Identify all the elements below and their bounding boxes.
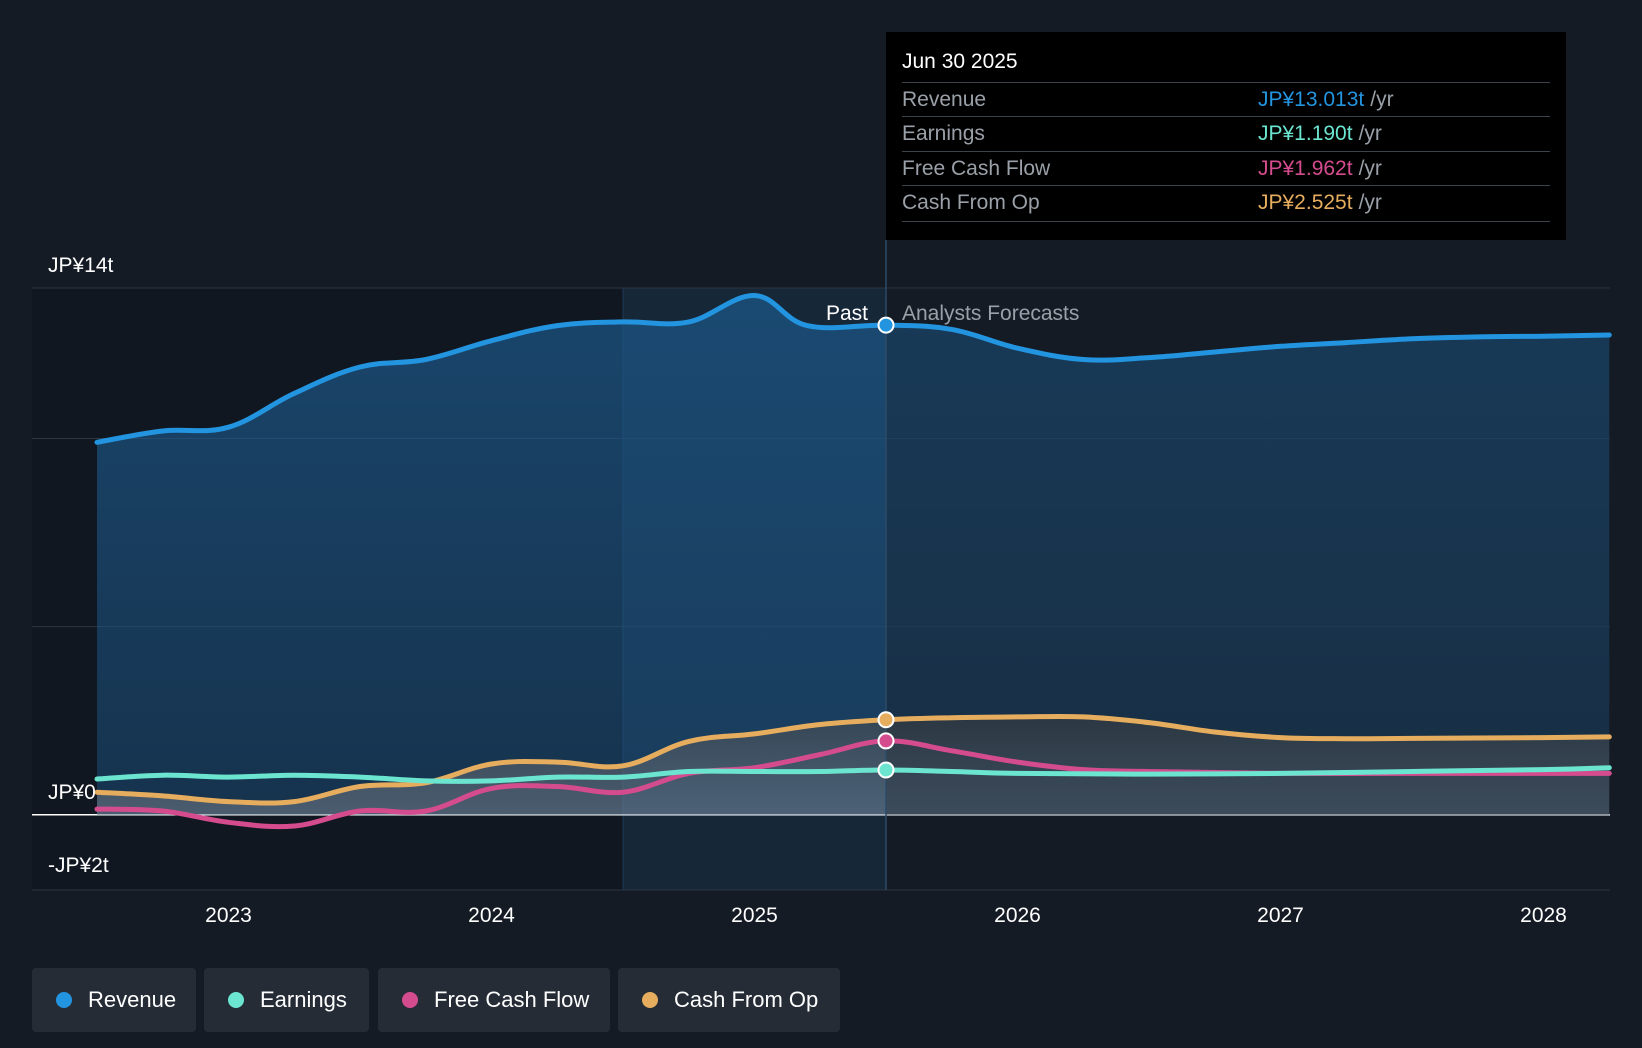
- past-label: Past: [826, 302, 868, 325]
- x-axis-tick-label: 2024: [468, 904, 515, 927]
- revenue-dot-icon: [56, 992, 72, 1008]
- earnings-dot-icon: [228, 992, 244, 1008]
- revenue-area: [97, 295, 1610, 815]
- forecast-label: Analysts Forecasts: [902, 302, 1079, 325]
- legend-label: Cash From Op: [674, 987, 819, 1012]
- legend-item-cash-from-op[interactable]: Cash From Op: [618, 968, 840, 1032]
- y-axis-label: JP¥0: [48, 781, 96, 804]
- x-axis-tick-label: 2028: [1520, 904, 1567, 927]
- tooltip-value: JP¥1.962t/yr: [1258, 157, 1382, 180]
- tooltip-row-revenue: Revenue JP¥13.013t/yr: [902, 82, 1550, 117]
- cash-from-op-line: [94, 713, 1612, 806]
- x-axis-tick-label: 2025: [731, 904, 778, 927]
- y-axis-label: -JP¥2t: [48, 854, 109, 877]
- tooltip-label: Revenue: [902, 88, 987, 111]
- x-axis-tick-label: 2027: [1257, 904, 1304, 927]
- tooltip-value: JP¥13.013t/yr: [1258, 88, 1394, 111]
- legend-label: Revenue: [88, 987, 177, 1012]
- tooltip-date: Jun 30 2025: [902, 50, 1018, 73]
- cash-from-op-area: [97, 716, 1610, 815]
- y-axis-label: JP¥14t: [48, 254, 114, 277]
- tooltip-label: Free Cash Flow: [902, 157, 1051, 180]
- legend-item-revenue[interactable]: Revenue: [32, 968, 196, 1032]
- legend-item-free-cash-flow[interactable]: Free Cash Flow: [378, 968, 610, 1032]
- tooltip-value: JP¥1.190t/yr: [1258, 122, 1382, 145]
- tooltip-label: Earnings: [902, 122, 985, 145]
- tooltip-value: JP¥2.525t/yr: [1258, 191, 1382, 214]
- legend-label: Earnings: [260, 987, 347, 1012]
- earnings-marker: [877, 761, 895, 779]
- x-axis-tick-label: 2026: [994, 904, 1041, 927]
- legend-item-earnings[interactable]: Earnings: [204, 968, 369, 1032]
- legend-label: Free Cash Flow: [434, 987, 590, 1012]
- free-cash-flow-dot-icon: [402, 992, 418, 1008]
- tooltip: Jun 30 2025 Revenue JP¥13.013t/yr Earnin…: [886, 32, 1566, 240]
- cash-from-op-dot-icon: [642, 992, 658, 1008]
- x-axis-tick-label: 2023: [205, 904, 252, 927]
- revenue-line: [94, 292, 1612, 445]
- revenue-marker: [877, 316, 895, 334]
- tooltip-row-cash-from-op: Cash From Op JP¥2.525t/yr: [902, 185, 1550, 220]
- tooltip-row-free-cash-flow: Free Cash Flow JP¥1.962t/yr: [902, 151, 1550, 186]
- earnings-line: [94, 765, 1612, 784]
- free-cash-flow-marker: [877, 732, 895, 750]
- forecast-overlay: [886, 288, 1610, 815]
- tooltip-label: Cash From Op: [902, 191, 1040, 214]
- cash-from-op-marker: [877, 711, 895, 729]
- tooltip-row-earnings: Earnings JP¥1.190t/yr: [902, 116, 1550, 151]
